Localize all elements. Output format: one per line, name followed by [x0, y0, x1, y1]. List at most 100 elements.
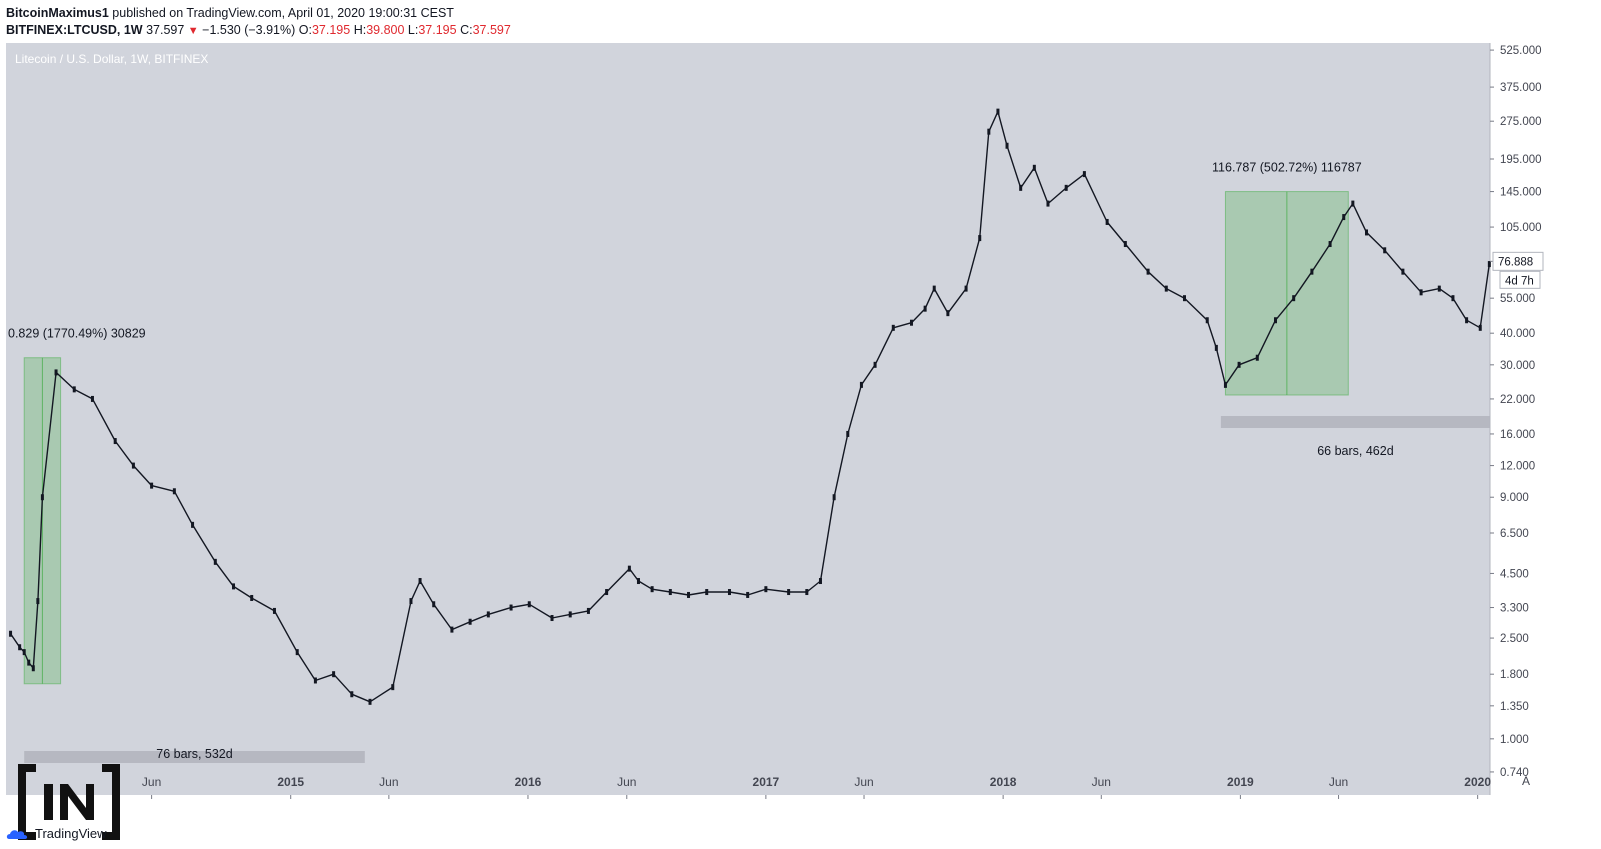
price-point: [1292, 295, 1296, 302]
price-change: −1.530 (−3.91%): [202, 23, 296, 37]
chart-title: Litecoin / U.S. Dollar, 1W, BITFINEX: [15, 52, 208, 66]
chart-header-ohlc-line: BITFINEX:LTCUSD, 1W 37.597 ▼ −1.530 (−3.…: [6, 23, 511, 37]
chart-header-author-line: BitcoinMaximus1 published on TradingView…: [6, 6, 454, 20]
date-range-label: 66 bars, 462d: [1317, 444, 1393, 458]
price-axis-label: 145.000: [1500, 187, 1542, 199]
price-point: [468, 618, 472, 625]
price-point: [450, 626, 454, 633]
price-point: [1123, 241, 1127, 248]
price-point: [72, 386, 76, 393]
price-axis-label: 2.500: [1500, 633, 1529, 645]
price-point: [1401, 268, 1405, 275]
price-point: [131, 462, 135, 469]
price-point: [1419, 289, 1423, 296]
price-point: [859, 381, 863, 388]
price-point: [509, 604, 513, 611]
time-axis-label: Jun: [1329, 775, 1348, 789]
price-point: [1351, 200, 1355, 207]
time-axis-label: 2020: [1464, 775, 1491, 789]
price-point: [36, 598, 40, 605]
price-point: [996, 108, 1000, 115]
price-point: [1164, 285, 1168, 292]
time-axis-label: 2015: [277, 775, 304, 789]
price-point: [586, 607, 590, 614]
price-series-layer: [9, 108, 1491, 705]
bar-countdown-box: [1499, 270, 1541, 289]
tradingview-label: TradingView: [35, 826, 107, 841]
price-point: [350, 691, 354, 698]
price-point: [568, 611, 572, 618]
price-point: [1487, 261, 1491, 268]
price-point: [1478, 324, 1482, 331]
price-point: [150, 482, 154, 489]
time-axis-label: Jun: [854, 775, 873, 789]
time-axis-label: Jun: [617, 775, 636, 789]
price-point: [932, 285, 936, 292]
price-point: [54, 369, 58, 376]
price-point: [22, 649, 26, 656]
price-point: [946, 310, 950, 317]
price-point: [1182, 295, 1186, 302]
price-point: [1205, 317, 1209, 324]
price-point: [1255, 354, 1259, 361]
price-point: [1328, 241, 1332, 248]
price-point: [1342, 214, 1346, 221]
price-axis-label: 275.000: [1500, 116, 1542, 128]
price-point: [272, 607, 276, 614]
price-point: [172, 488, 176, 495]
price-point: [650, 586, 654, 593]
price-point: [213, 558, 217, 565]
current-price-label: 76.888: [1498, 256, 1533, 268]
price-point: [832, 494, 836, 501]
price-point: [332, 671, 336, 678]
price-axis-label: 105.000: [1500, 222, 1542, 234]
price-point: [527, 601, 531, 608]
price-point: [668, 589, 672, 596]
price-point: [1046, 200, 1050, 207]
price-point: [550, 615, 554, 622]
current-price-box: [1492, 251, 1544, 271]
time-axis-label: Jun: [1092, 775, 1111, 789]
price-point: [727, 589, 731, 596]
price-point: [391, 684, 395, 691]
auto-scale-button[interactable]: A: [1522, 774, 1530, 788]
price-axis-label: 1.000: [1500, 734, 1529, 746]
price-axis-label: 22.000: [1500, 394, 1535, 406]
time-axis-label: 2017: [753, 775, 780, 789]
price-axis-label: 3.300: [1500, 603, 1529, 615]
date-range-bar[interactable]: [1220, 416, 1490, 428]
price-point: [1465, 317, 1469, 324]
price-point: [987, 128, 991, 135]
price-axis-label: 1.800: [1500, 669, 1529, 681]
tradingview-branding[interactable]: TradingView: [6, 826, 107, 841]
tradingview-cloud-icon: [6, 829, 28, 839]
price-axis-background[interactable]: [1490, 43, 1562, 795]
low-value: 37.195: [418, 23, 457, 37]
price-point: [1364, 229, 1368, 236]
price-axis-labels: 525.000 375.000 275.000 195.000 145.000 105.0…: [1490, 45, 1544, 779]
close-value: 37.597: [472, 23, 511, 37]
price-point: [90, 395, 94, 402]
bar-countdown-label: 4d 7h: [1505, 275, 1534, 287]
price-point: [250, 594, 254, 601]
price-point: [873, 361, 877, 368]
price-point: [368, 698, 372, 705]
price-axis-label: 30.000: [1500, 360, 1535, 372]
time-axis-label: Jun: [142, 775, 161, 789]
price-point: [31, 665, 35, 672]
in-logo: [14, 760, 124, 844]
price-point: [1273, 317, 1277, 324]
symbol-label[interactable]: BITFINEX:LTCUSD, 1W: [6, 23, 143, 37]
price-point: [40, 494, 44, 501]
price-point: [1223, 381, 1227, 388]
price-axis-label: 16.000: [1500, 429, 1535, 441]
price-point: [687, 591, 691, 598]
price-point: [746, 591, 750, 598]
price-axis-label: 9.000: [1500, 492, 1529, 504]
price-point: [787, 589, 791, 596]
date-range-bar[interactable]: [24, 751, 365, 763]
author-name[interactable]: BitcoinMaximus1: [6, 6, 109, 20]
price-axis-label: 55.000: [1500, 293, 1535, 305]
price-point: [1105, 218, 1109, 225]
